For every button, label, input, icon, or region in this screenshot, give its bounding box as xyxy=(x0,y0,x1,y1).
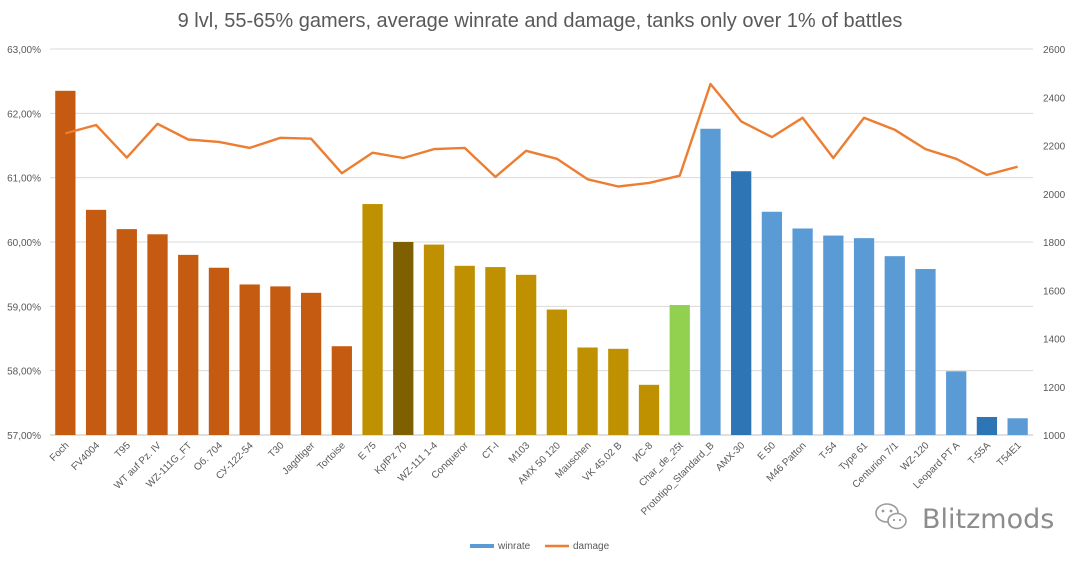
legend: winrate damage xyxy=(470,541,610,552)
damage-line xyxy=(65,82,1018,188)
category-label: M103 xyxy=(507,440,533,466)
left-axis-tick: 63,00% xyxy=(7,45,41,56)
left-axis-labels: 57,00% 58,00% 59,00% 60,00% 61,00% 62,00% 63,0… xyxy=(7,45,41,442)
winrate-bar xyxy=(423,244,445,435)
category-label: Foch xyxy=(48,440,72,464)
category-label: T-55A xyxy=(966,440,993,467)
category-label: Tortoise xyxy=(315,440,348,473)
winrate-bar xyxy=(884,256,905,435)
winrate-bar xyxy=(55,90,76,436)
winrate-bar xyxy=(700,128,721,436)
right-axis-tick: 2000 xyxy=(1043,190,1066,201)
winrate-bar xyxy=(976,416,998,435)
winrate-bar xyxy=(270,286,291,435)
category-label: T95 xyxy=(113,440,133,460)
winrate-bar xyxy=(393,242,414,435)
category-label: AMX-30 xyxy=(714,440,748,474)
category-label: T30 xyxy=(267,440,287,460)
winrate-bar xyxy=(147,234,168,435)
category-label: E 75 xyxy=(356,440,379,463)
right-axis-tick: 2600 xyxy=(1043,45,1066,56)
category-label: T-54 xyxy=(818,440,840,462)
watermark: Blitzmods xyxy=(875,503,1054,535)
right-axis-tick: 1400 xyxy=(1043,335,1066,346)
watermark-text: Blitzmods xyxy=(922,504,1054,535)
damage-line-group xyxy=(65,82,1018,188)
legend-winrate-swatch xyxy=(470,544,494,548)
right-axis-labels: 1000 1200 1400 1600 1800 2000 2200 2400 2600 xyxy=(1043,45,1066,442)
winrate-bar xyxy=(853,238,875,435)
left-axis-tick: 59,00% xyxy=(7,302,41,313)
winrate-bar xyxy=(608,348,629,435)
right-axis-tick: 1200 xyxy=(1043,383,1066,394)
winrate-bar xyxy=(116,229,137,435)
winrate-bar xyxy=(669,305,690,435)
winrate-bar xyxy=(946,371,967,435)
winrate-bar xyxy=(331,346,352,435)
left-axis-tick: 58,00% xyxy=(7,367,41,378)
category-label: FV4004 xyxy=(70,440,103,473)
winrate-bar xyxy=(731,171,752,435)
category-label: ИС-8 xyxy=(631,440,656,465)
winrate-bar xyxy=(178,254,199,435)
winrate-bar xyxy=(516,274,537,435)
winrate-bar xyxy=(823,235,844,435)
category-label: E 50 xyxy=(756,440,779,463)
winrate-bar xyxy=(85,209,107,435)
winrate-bar xyxy=(577,347,598,435)
winrate-bar xyxy=(761,211,783,435)
left-axis-tick: 62,00% xyxy=(7,109,41,120)
legend-damage-label: damage xyxy=(573,541,610,552)
winrate-bar xyxy=(792,228,813,435)
winrate-bar xyxy=(485,267,506,435)
right-axis-tick: 1000 xyxy=(1043,431,1066,442)
left-axis-tick: 61,00% xyxy=(7,174,41,185)
left-axis-tick: 57,00% xyxy=(7,431,41,442)
wechat-icon xyxy=(875,503,907,530)
winrate-bars xyxy=(55,90,1028,436)
category-label: СТ-I xyxy=(480,440,501,461)
winrate-bar xyxy=(915,269,936,435)
winrate-bar xyxy=(300,292,322,435)
winrate-bar xyxy=(1007,418,1028,435)
right-axis-tick: 1600 xyxy=(1043,286,1066,297)
category-label: Jagdtiger xyxy=(280,440,317,477)
legend-winrate-label: winrate xyxy=(497,541,531,552)
winrate-bar xyxy=(454,265,475,435)
left-axis-tick: 60,00% xyxy=(7,238,41,249)
winrate-bar xyxy=(208,267,230,435)
winrate-bar xyxy=(239,284,260,435)
category-label: T54E1 xyxy=(995,440,1024,469)
right-axis-tick: 1800 xyxy=(1043,238,1066,249)
winrate-bar xyxy=(638,384,660,435)
winrate-bar xyxy=(362,204,383,435)
right-axis-tick: 2200 xyxy=(1043,142,1066,153)
right-axis-tick: 2400 xyxy=(1043,93,1066,104)
winrate-bar xyxy=(546,309,567,435)
chart-title: 9 lvl, 55-65% gamers, average winrate an… xyxy=(178,10,903,32)
